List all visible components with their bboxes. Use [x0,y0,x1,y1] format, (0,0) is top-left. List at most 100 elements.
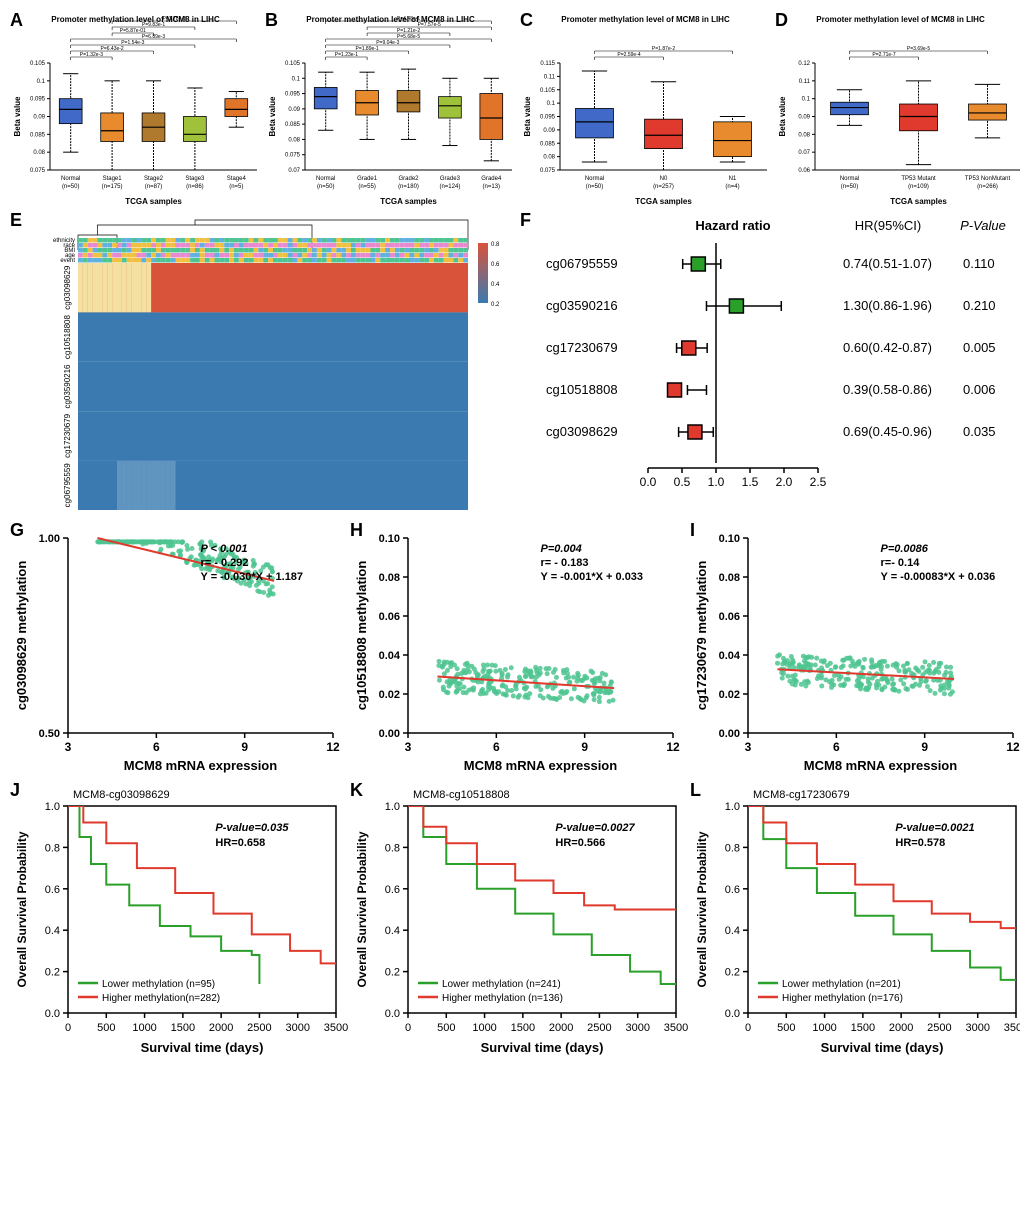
svg-text:Beta value: Beta value [13,96,22,137]
svg-text:0.06: 0.06 [719,611,740,623]
svg-text:TP53 Mutant: TP53 Mutant [901,176,936,182]
svg-text:0.075: 0.075 [285,153,301,159]
svg-text:0.74(0.51-1.07): 0.74(0.51-1.07) [843,256,932,271]
svg-text:0.08: 0.08 [543,155,555,161]
svg-text:0.8: 0.8 [385,842,400,854]
svg-text:Promoter methylation level of: Promoter methylation level of MCM8 in LI… [816,15,985,24]
svg-text:0.085: 0.085 [540,141,556,147]
svg-text:0.09: 0.09 [543,128,555,134]
svg-text:0.8: 0.8 [45,842,60,854]
svg-text:Promoter methylation level of: Promoter methylation level of MCM8 in LI… [306,15,475,24]
svg-text:9: 9 [241,740,248,754]
svg-text:(n=55): (n=55) [358,184,376,190]
svg-text:Normal: Normal [61,176,80,182]
svg-text:P-value=0.035: P-value=0.035 [215,822,289,834]
svg-text:cg17230679: cg17230679 [546,340,618,355]
svg-text:cg06795559: cg06795559 [63,463,72,508]
svg-text:0.08: 0.08 [719,572,740,584]
svg-text:Survival time (days): Survival time (days) [821,1040,944,1055]
svg-text:N1: N1 [729,176,737,182]
svg-text:P=3.69e-5: P=3.69e-5 [907,46,930,52]
svg-text:1.5: 1.5 [742,475,759,489]
panel-F: F Hazard ratioHR(95%CI)P-Valuecg06795559… [518,208,1020,518]
svg-text:HR=0.566: HR=0.566 [555,837,605,849]
panel-label-C: C [520,10,533,31]
svg-text:0.095: 0.095 [540,115,556,121]
svg-text:6: 6 [833,740,840,754]
svg-text:(n=266): (n=266) [977,184,998,190]
svg-text:P=4.48e-1: P=4.48e-1 [397,16,420,22]
svg-text:1500: 1500 [851,1022,875,1034]
panel-label-K: K [350,780,363,801]
svg-text:TP53 NonMutant: TP53 NonMutant [965,176,1011,182]
svg-text:0: 0 [745,1022,751,1034]
svg-text:P=0.0086: P=0.0086 [881,543,929,555]
panel-label-L: L [690,780,701,801]
svg-text:P=1.32e-3: P=1.32e-3 [80,52,103,58]
svg-text:cg03098629 methylation: cg03098629 methylation [14,561,29,711]
svg-text:0.12: 0.12 [798,61,810,67]
svg-text:0.2: 0.2 [385,967,400,979]
svg-text:0.4: 0.4 [45,925,60,937]
panel-label-J: J [10,780,20,801]
svg-text:1000: 1000 [132,1022,156,1034]
svg-text:(n=4): (n=4) [725,184,739,190]
svg-text:2500: 2500 [927,1022,951,1034]
svg-text:0.085: 0.085 [30,132,46,138]
svg-text:P=2.71e-7: P=2.71e-7 [872,52,895,58]
svg-text:cg03590216: cg03590216 [546,298,618,313]
svg-text:P=7.57e-5: P=7.57e-5 [418,22,441,28]
svg-text:3000: 3000 [965,1022,989,1034]
svg-text:Beta value: Beta value [778,96,787,137]
svg-text:0.105: 0.105 [285,61,301,67]
svg-text:0.60(0.42-0.87): 0.60(0.42-0.87) [843,340,932,355]
panel-H: H369120.000.020.040.060.080.10MCM8 mRNA … [348,518,688,778]
svg-text:HR(95%CI): HR(95%CI) [855,218,921,233]
svg-text:Promoter methylation level of: Promoter methylation level of MCM8 in LI… [561,15,730,24]
svg-text:P=1.23e-1: P=1.23e-1 [335,52,358,58]
svg-text:2.5: 2.5 [810,475,827,489]
svg-text:0.006: 0.006 [963,382,996,397]
svg-text:Normal: Normal [316,176,335,182]
svg-text:Y = -0.001*X + 0.033: Y = -0.001*X + 0.033 [541,571,644,583]
svg-text:Grade4: Grade4 [481,176,502,182]
svg-text:0.2: 0.2 [45,967,60,979]
svg-text:Grade2: Grade2 [398,176,419,182]
panel-C: C Promoter methylation level of MCM8 in L… [518,8,773,208]
svg-text:9: 9 [921,740,928,754]
svg-text:0.08: 0.08 [798,132,810,138]
svg-text:cg10518808: cg10518808 [63,315,72,360]
panel-K: K05001000150020002500300035000.00.20.40.… [348,778,688,1058]
svg-text:1.30(0.86-1.96): 1.30(0.86-1.96) [843,298,932,313]
panel-B: BPromoter methylation level of MCM8 in L… [263,8,518,208]
svg-text:cg03098629: cg03098629 [63,265,72,310]
svg-text:Higher methylation(n=282): Higher methylation(n=282) [102,993,220,1004]
svg-text:P=2.59e-4: P=2.59e-4 [617,52,640,58]
svg-text:0.10: 0.10 [379,533,400,545]
svg-text:cg17230679 methylation: cg17230679 methylation [694,561,709,711]
panel-G: G369120.501.00MCM8 mRNA expressioncg0309… [8,518,348,778]
svg-text:(n=180): (n=180) [398,184,419,190]
svg-text:0.0: 0.0 [45,1008,60,1020]
svg-text:P=0.004: P=0.004 [541,543,582,555]
svg-text:0.08: 0.08 [33,150,45,156]
svg-text:0.0: 0.0 [640,475,657,489]
svg-text:0.50: 0.50 [39,728,60,740]
svg-text:0.69(0.45-0.96): 0.69(0.45-0.96) [843,424,932,439]
svg-text:0.8: 0.8 [725,842,740,854]
svg-text:3: 3 [405,740,412,754]
svg-text:0.02: 0.02 [379,689,400,701]
svg-text:1500: 1500 [511,1022,535,1034]
svg-text:0.105: 0.105 [540,88,556,94]
svg-text:0.00: 0.00 [719,728,740,740]
svg-text:0.39(0.58-0.86): 0.39(0.58-0.86) [843,382,932,397]
svg-text:Higher methylation (n=136): Higher methylation (n=136) [442,993,563,1004]
svg-text:P-value=0.0027: P-value=0.0027 [555,822,635,834]
svg-text:Normal: Normal [585,176,604,182]
panel-label-E: E [10,210,22,231]
svg-text:0.0: 0.0 [385,1008,400,1020]
svg-text:0: 0 [65,1022,71,1034]
svg-text:0.09: 0.09 [798,115,810,121]
svg-text:0.6: 0.6 [491,262,500,268]
svg-text:Lower methylation (n=95): Lower methylation (n=95) [102,979,215,990]
